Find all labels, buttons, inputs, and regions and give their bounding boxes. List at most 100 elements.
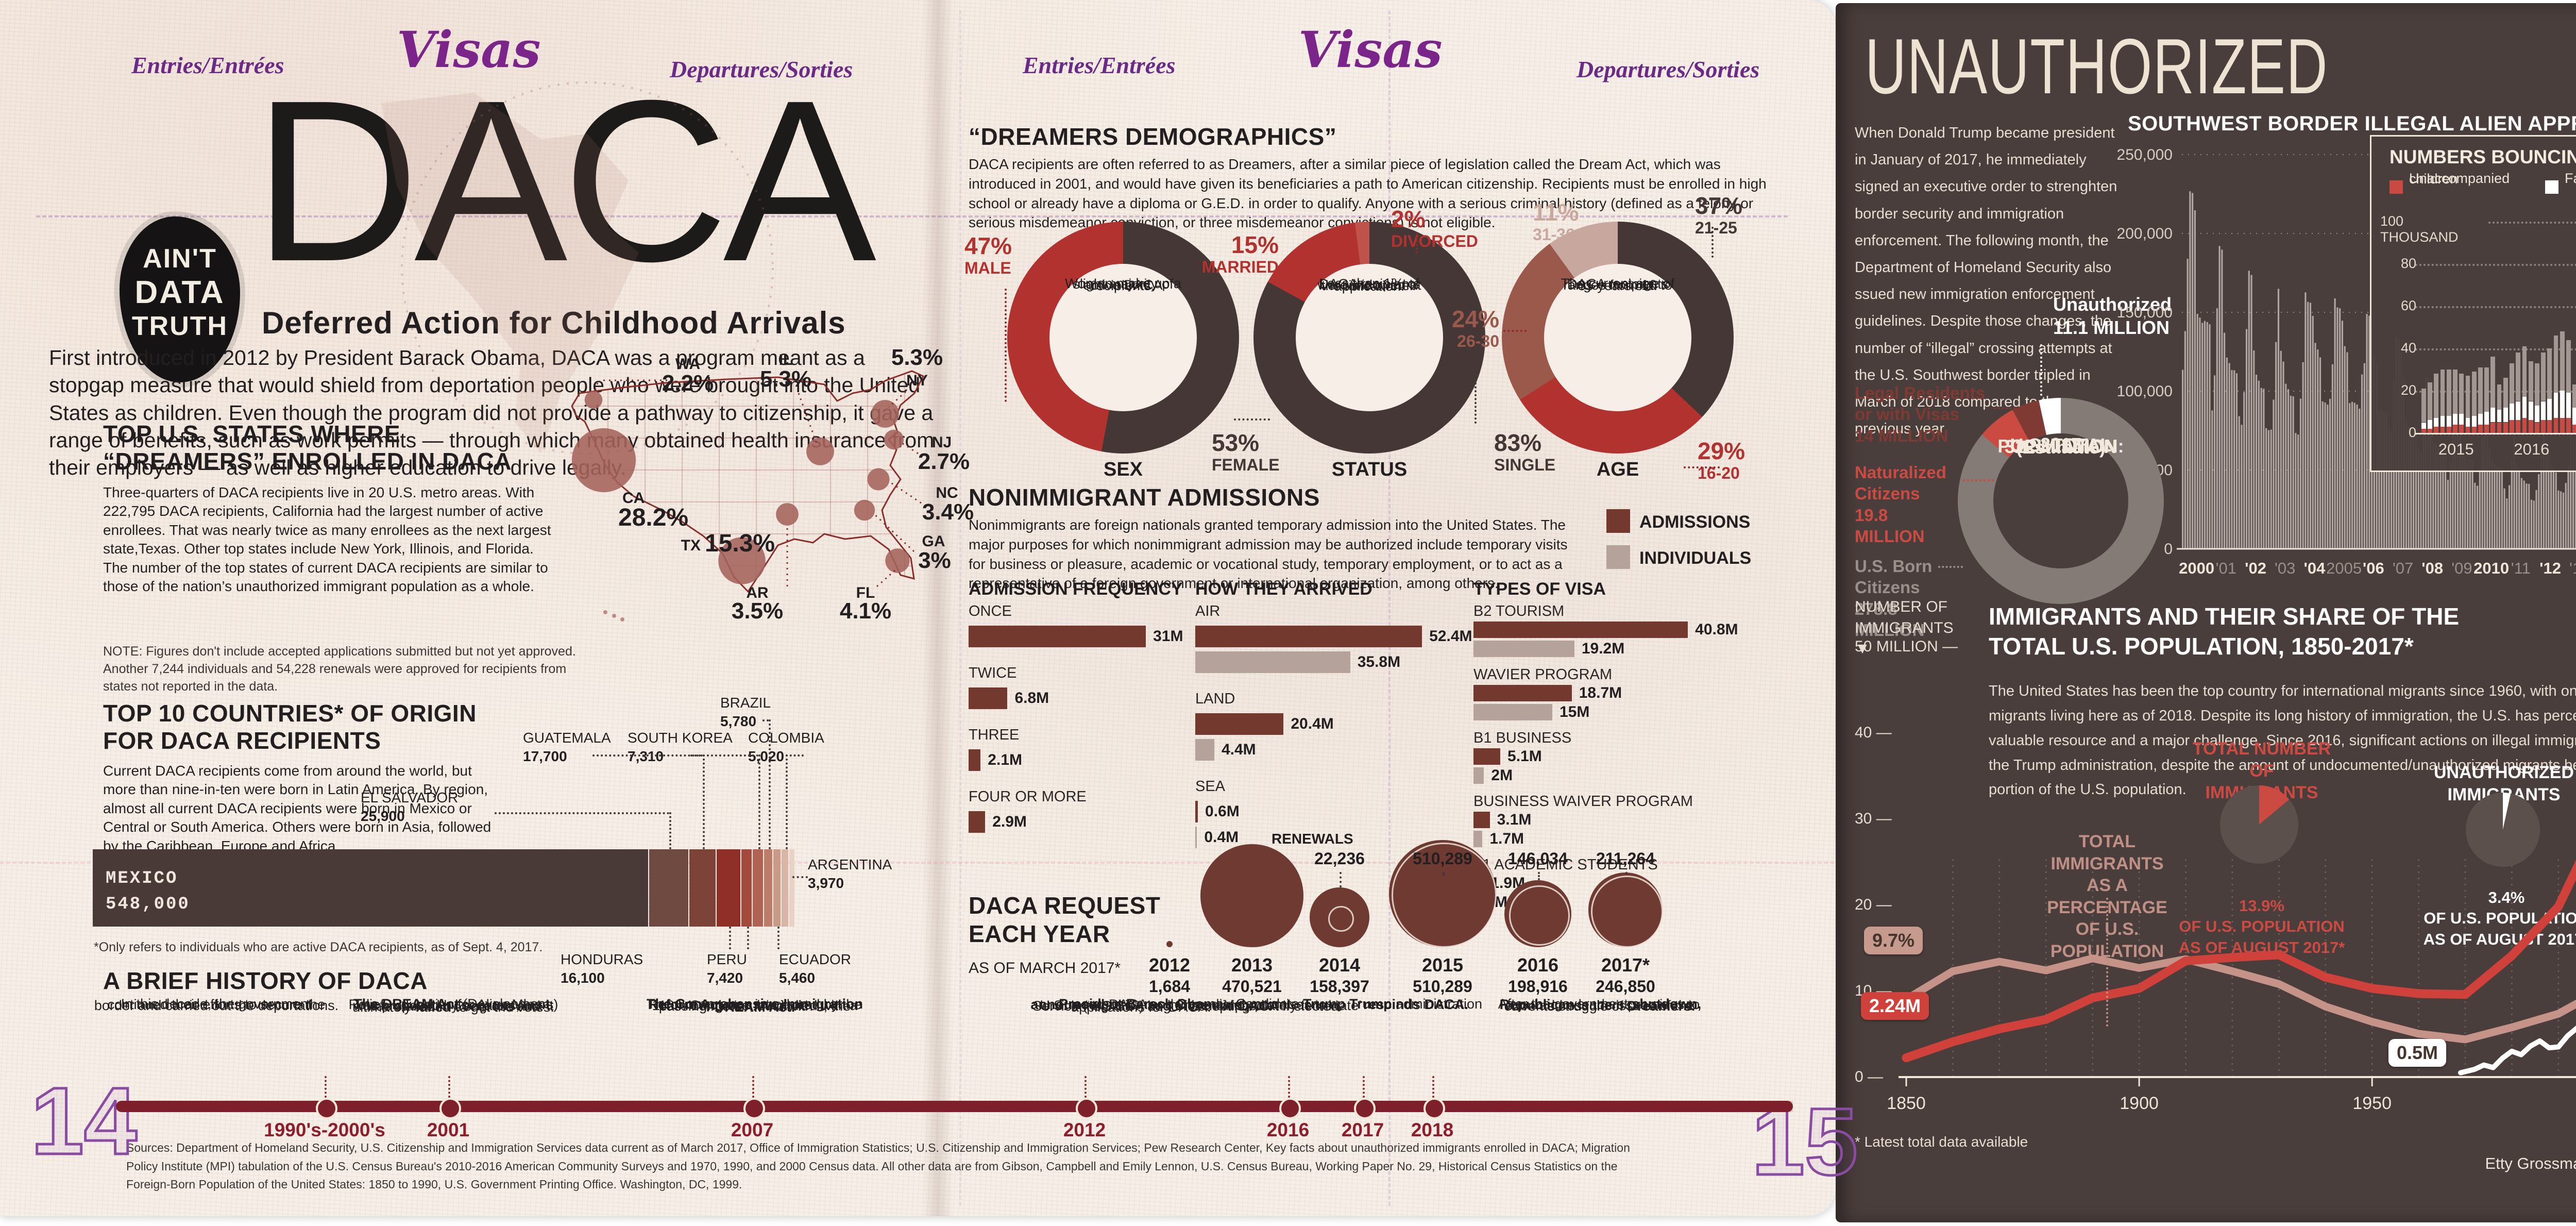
leader-2125: [1711, 227, 1714, 258]
daca-subtitle: Deferred Action for Childhood Arrivals: [262, 306, 846, 340]
inset-bar-8-0: [2471, 426, 2477, 433]
svg-text:'09: '09: [2451, 559, 2472, 577]
inset-bar-7-0: [2465, 426, 2470, 433]
timeline-year-2007: 2007: [731, 1119, 774, 1140]
bar-adm-arrival-1: [1195, 713, 1284, 735]
timeline-dot-2016: [1279, 1098, 1301, 1119]
bubble-CA: [571, 428, 636, 493]
inset-bar-8-1: [2471, 416, 2477, 427]
bar-ind-arrival-0: [1195, 651, 1350, 673]
timeline-blurb-1990's-2000's: In this decade, the government continued…: [94, 996, 339, 1013]
inset-bar-21-0: [2553, 418, 2558, 433]
bar-ind-visas-3: [1473, 831, 1483, 847]
inset-bar-1-1: [2428, 420, 2433, 429]
bar-adm-visas-2: [1473, 748, 1501, 765]
label-single-sub: SINGLE: [1494, 456, 1556, 474]
renewal-value-2014: 22,236: [1314, 849, 1365, 868]
col-header-visas: TYPES OF VISA: [1473, 579, 1606, 599]
share-pct-line-label: TOTAL IMMIGRANTS AS A PERCENTAGE OF U.S.…: [2047, 832, 2167, 961]
col-header-arrival: HOW THEY ARRIVED: [1195, 579, 1372, 599]
svg-text:2000: 2000: [2179, 559, 2214, 577]
country-seg-MEXICO: [93, 849, 648, 927]
inset-bar-6-2: [2459, 374, 2464, 414]
inset-grid-0: [2488, 222, 2576, 224]
inset-bar-0-0: [2421, 428, 2426, 433]
timeline-dot-2018: [1423, 1098, 1445, 1119]
population-center-text: 2017 U.S. TOTAL POPULATION: 322 MILLION …: [1997, 434, 2124, 458]
country-value-PERU: 7,420: [707, 970, 743, 986]
inset-bar-14-2: [2510, 363, 2514, 404]
map-label: 28.2%: [618, 504, 688, 531]
bar-label-arrival-0: AIR: [1195, 603, 1221, 619]
admissions-heading: NONIMMIGRANT ADMISSIONS: [969, 484, 1320, 511]
bar-label-visas-0: B2 TOURISM: [1473, 603, 1565, 619]
svg-text:'07: '07: [2393, 559, 2413, 577]
inset-bar-3-2: [2440, 370, 2445, 416]
timeline-leader-2016: [1288, 1076, 1290, 1098]
bar-label-arrival-1: LAND: [1195, 691, 1235, 707]
bar-adm-val-visas-3: 3.1M: [1497, 811, 1532, 828]
label-female-sub: FEMALE: [1212, 456, 1280, 474]
states-heading: TOP U.S. STATES WHERE “DREAMERS” ENROLLE…: [103, 421, 512, 475]
pie-total-immigrants: [2220, 785, 2298, 864]
label-divorced-sub: DIVORCED: [1391, 232, 1478, 250]
country-label-HONDURAS: HONDURAS: [561, 951, 643, 967]
inset-bar-12-2: [2497, 384, 2502, 410]
inset-bar-19-1: [2541, 401, 2546, 421]
inset-bar-18-2: [2535, 363, 2539, 406]
inset-bar-9-1: [2478, 414, 2483, 425]
country-label-ARGENTINA: ARGENTINA: [808, 856, 892, 872]
inset-bar-15-1: [2516, 401, 2521, 421]
inset-grid-2: [2415, 306, 2576, 308]
renewal-ring-2014: [1328, 906, 1354, 932]
inset-bar-22-0: [2560, 418, 2565, 433]
label-male-sub: MALE: [964, 259, 1011, 277]
aint-data-truth-logo: AIN'T DATA TRUTH: [120, 216, 240, 382]
entries-label-left: Entries/Entrées: [131, 52, 284, 78]
callout-224m: 2.24M: [1861, 992, 1929, 1020]
bar-adm-val-frequency-2: 2.1M: [988, 751, 1022, 768]
inset-bar-10-1: [2484, 412, 2489, 425]
bar-ind-visas-0: [1473, 641, 1574, 657]
countries-body: Current DACA recipients come from around…: [103, 763, 492, 854]
inset-grid-3: [2415, 348, 2576, 350]
apprehensions-title: SOUTHWEST BORDER ILLEGAL ALIEN APPREHENS…: [2128, 112, 2576, 135]
timeline-leader-2001: [448, 1076, 450, 1098]
country-label-PERU: PERU: [707, 951, 747, 967]
bubble-NJ: [884, 429, 904, 450]
country-seg-COLOMBIA: [782, 849, 789, 927]
inset-bar-2-2: [2434, 374, 2439, 418]
bar-ind-val-arrival-1: 4.4M: [1221, 741, 1256, 758]
pie-unauthorized: [2466, 793, 2540, 867]
country-value-EL SALVADOR: 25,900: [361, 808, 405, 824]
svg-text:2005: 2005: [2326, 559, 2362, 577]
inset-bar-12-0: [2497, 422, 2502, 433]
bar-adm-val-arrival-0: 52.4M: [1429, 628, 1472, 645]
label-31-36-pct: 11%: [1533, 199, 1579, 226]
request-year-2016: 2016: [1517, 954, 1559, 976]
inset-bar-15-0: [2516, 420, 2521, 433]
population-naturalized-label: Naturalized Citizens 19.8 MILLION: [1855, 463, 1946, 546]
map-label: 5.3%: [760, 366, 811, 392]
donut-age-hole: [1544, 264, 1691, 411]
country-mexico-name: MEXICO: [106, 869, 178, 888]
timeline-leader-2012: [1084, 1076, 1087, 1098]
demographics-body: DACA recipients are often referred to as…: [969, 156, 1767, 231]
request-value-2015: 510,289: [1413, 977, 1472, 996]
passport-paper-spread: [0, 0, 1836, 1216]
bar-adm-frequency-2: [969, 749, 981, 771]
timeline-dot-2007: [743, 1098, 765, 1119]
guilloche-dash-vline2: [959, 10, 961, 1206]
share-footnote: * Latest total data available: [1855, 1134, 2028, 1150]
timeline-year-2016: 2016: [1266, 1119, 1310, 1140]
label-26-30-pct: 24%: [1451, 306, 1499, 332]
inset-ylabel-4: 20: [2400, 382, 2416, 398]
inset-bar-8-2: [2471, 372, 2477, 416]
inset-bar-17-1: [2528, 401, 2533, 421]
bar-label-visas-3: BUSINESS WAIVER PROGRAM: [1473, 793, 1693, 810]
inset-bar-24-2: [2572, 384, 2576, 408]
share-left-axis-title: NUMBER OF IMMIGRANTS ▼: [1855, 598, 1954, 657]
history-heading: A BRIEF HISTORY OF DACA: [103, 967, 428, 994]
inset-xlabel-2: 2017: [2571, 440, 2576, 459]
country-seg-ECUADOR: [773, 849, 781, 927]
